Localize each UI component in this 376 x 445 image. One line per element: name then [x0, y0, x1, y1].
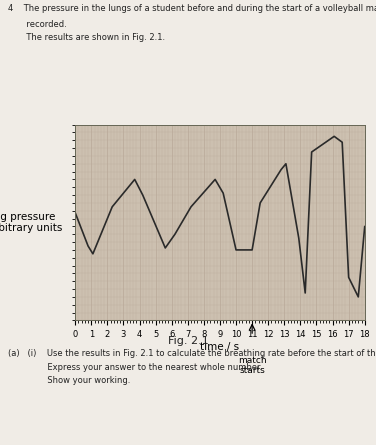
- Text: recorded.: recorded.: [8, 20, 66, 29]
- Text: (a)   (i)    Use the results in Fig. 2.1 to calculate the breathing rate before : (a) (i) Use the results in Fig. 2.1 to c…: [8, 349, 376, 358]
- Text: Show your working.: Show your working.: [8, 376, 130, 385]
- Text: Express your answer to the nearest whole number.: Express your answer to the nearest whole…: [8, 363, 262, 372]
- X-axis label: time / s: time / s: [200, 342, 240, 352]
- Text: 4    The pressure in the lungs of a student before and during the start of a vol: 4 The pressure in the lungs of a student…: [8, 4, 376, 13]
- Y-axis label: lung pressure
/arbitrary units: lung pressure /arbitrary units: [0, 212, 62, 233]
- Text: match
starts: match starts: [238, 356, 267, 375]
- Text: The results are shown in Fig. 2.1.: The results are shown in Fig. 2.1.: [8, 33, 165, 42]
- Text: Fig. 2.1: Fig. 2.1: [168, 336, 208, 346]
